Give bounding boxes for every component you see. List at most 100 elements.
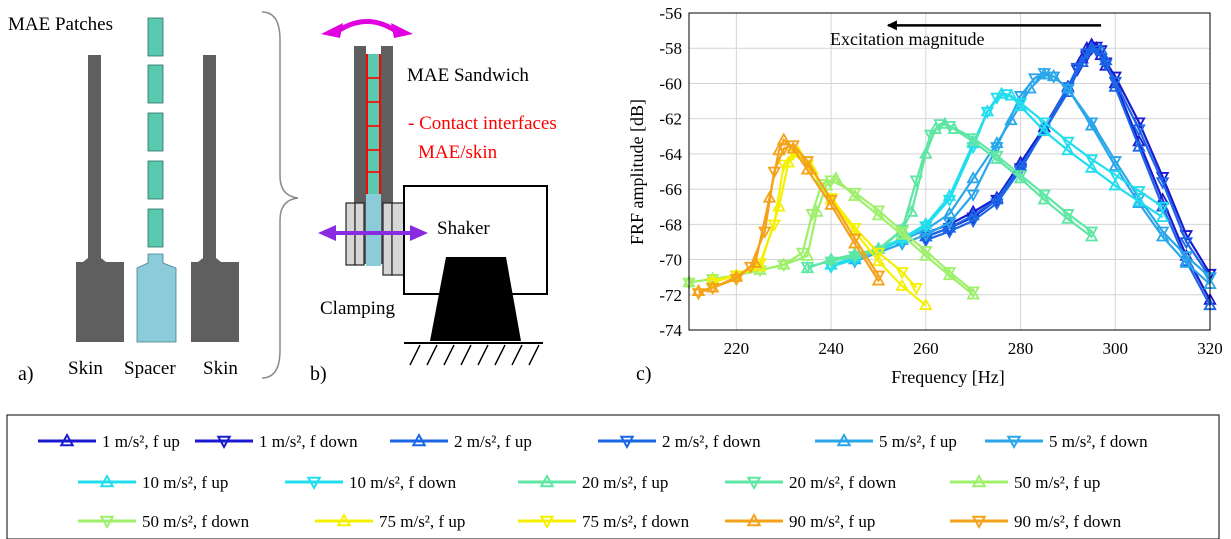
legend-swatch-marker — [1006, 435, 1022, 450]
data-point — [1061, 136, 1075, 149]
data-point — [1108, 76, 1123, 90]
legend-entry: 90 m/s², f up — [725, 512, 875, 531]
data-point — [999, 89, 1014, 102]
legend-label: 5 m/s², f down — [1049, 432, 1148, 451]
data-point — [871, 247, 886, 260]
data-point — [1099, 59, 1113, 72]
data-point — [767, 219, 782, 232]
data-point — [1155, 226, 1170, 239]
data-point — [848, 246, 862, 260]
data-point — [966, 171, 980, 184]
legend-label: 50 m/s², f down — [142, 512, 250, 531]
data-point — [824, 175, 838, 188]
data-point — [990, 92, 1004, 105]
sandwich-core — [366, 54, 381, 194]
series-line — [698, 143, 880, 295]
x-tick-label: 300 — [1103, 339, 1129, 358]
mae-patch — [147, 160, 164, 200]
data-point — [767, 166, 782, 179]
mae-patch — [147, 17, 164, 57]
legend: 1 m/s², f up 1 m/s², f down 2 m/s², f up 2 … — [38, 432, 1148, 531]
legend-entry: 75 m/s², f up — [315, 512, 465, 531]
skin-label-right: Skin — [203, 358, 238, 379]
data-point — [1070, 62, 1085, 75]
y-tick-label: -58 — [659, 39, 682, 58]
legend-swatch-marker — [836, 432, 852, 447]
data-point — [1094, 42, 1108, 55]
data-point — [1046, 71, 1061, 84]
x-tick-label: 280 — [1008, 339, 1034, 358]
data-point — [1013, 98, 1028, 111]
panel-b-tag: b) — [310, 363, 327, 385]
legend-label: 10 m/s², f down — [349, 473, 457, 492]
data-point — [1037, 189, 1051, 202]
data-point — [871, 205, 886, 218]
data-point — [895, 278, 909, 291]
data-point — [800, 261, 815, 274]
data-point — [1108, 178, 1123, 191]
data-point — [895, 267, 909, 280]
clamping-label: Clamping — [320, 298, 395, 319]
data-point — [776, 132, 791, 145]
shaker-stand — [430, 257, 521, 341]
data-point — [942, 217, 957, 230]
data-point — [848, 187, 862, 200]
legend-entry: 10 m/s², f up — [78, 473, 228, 492]
x-tick-label: 240 — [818, 339, 844, 358]
data-point — [691, 288, 706, 301]
legend-entry: 1 m/s², f up — [38, 432, 180, 451]
data-point — [909, 282, 924, 296]
data-point — [923, 129, 938, 142]
x-tick-label: 320 — [1197, 339, 1223, 358]
legend-entry: 75 m/s², f down — [518, 512, 690, 531]
y-tick-label: -64 — [659, 145, 682, 164]
data-point — [776, 143, 791, 156]
data-point — [919, 221, 933, 234]
data-point — [1132, 194, 1146, 207]
data-point — [990, 198, 1004, 211]
data-point — [824, 252, 838, 265]
data-point — [805, 209, 819, 222]
data-point — [1179, 237, 1194, 250]
mae-patch — [147, 112, 164, 152]
data-point — [1061, 143, 1075, 156]
legend-swatch-marker — [99, 515, 115, 530]
data-point — [1155, 209, 1170, 223]
data-point — [990, 142, 1004, 155]
y-tick-label: -70 — [659, 251, 682, 270]
legend-box — [6, 414, 1220, 539]
y-tick-label: -74 — [659, 321, 682, 340]
data-point — [848, 233, 862, 246]
data-point — [848, 223, 862, 236]
data-point — [942, 267, 957, 280]
data-point — [1037, 117, 1051, 130]
data-point — [1179, 251, 1194, 264]
data-point — [1108, 170, 1123, 183]
data-point — [1084, 154, 1099, 167]
legend-entry: 2 m/s², f up — [390, 432, 532, 451]
legend-entry: 10 m/s², f down — [285, 473, 457, 492]
legend-label: 90 m/s², f down — [1014, 512, 1122, 531]
legend-entry: 5 m/s², f down — [985, 432, 1148, 451]
core-separators — [366, 77, 381, 173]
legend-label: 75 m/s², f down — [582, 512, 690, 531]
legend-swatch-marker — [216, 435, 232, 450]
data-point — [1061, 211, 1075, 224]
data-point — [776, 159, 791, 172]
legend-label: 1 m/s², f down — [259, 432, 358, 451]
data-point — [743, 261, 758, 274]
legend-entry: 50 m/s², f down — [78, 512, 250, 531]
data-point — [1108, 156, 1123, 169]
data-point — [933, 119, 947, 132]
legend-entry: 20 m/s², f down — [725, 473, 897, 492]
spacer-label: Spacer — [124, 358, 176, 379]
legend-label: 20 m/s², f up — [582, 473, 668, 492]
chart-ticks: 220 240 260 280 300 320 -56 -58 -60 -62 -64 -66 -68 -… — [659, 4, 1222, 358]
x-tick-label: 260 — [913, 339, 939, 358]
panel-c: 220 240 260 280 300 320 -56 -58 -60 -62 -64 -66 -68 -… — [627, 4, 1223, 387]
data-point — [1089, 45, 1104, 58]
legend-swatch-marker — [746, 476, 762, 491]
y-tick-label: -56 — [659, 4, 682, 23]
legend-entry: 90 m/s², f down — [950, 512, 1122, 531]
